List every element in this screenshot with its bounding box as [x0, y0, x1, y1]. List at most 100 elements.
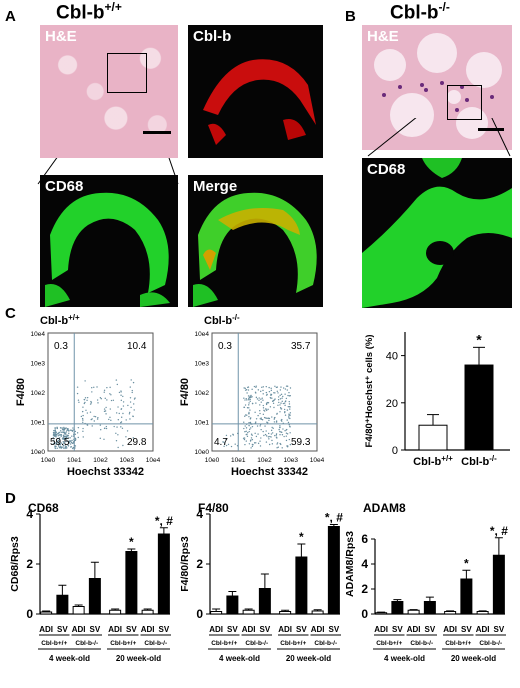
flow-event-dot [260, 401, 262, 403]
flow-event-dot [247, 431, 249, 434]
flow-event-dot [279, 426, 281, 429]
flow-event-dot [91, 387, 93, 389]
bar [327, 526, 340, 615]
flow-event-dot [248, 443, 251, 445]
flow-event-dot [284, 430, 286, 432]
flow-event-dot [275, 436, 278, 438]
flow-event-dot [62, 445, 65, 447]
flow-event-dot [262, 413, 265, 416]
flow-event-dot [286, 389, 288, 391]
flow-event-dot [265, 441, 268, 443]
tissue-label: SV [461, 625, 472, 634]
tissue-label: SV [296, 625, 307, 634]
flow-event-dot [57, 444, 60, 446]
flow-event-dot [131, 389, 133, 392]
flow-y-tick-label: 10e0 [31, 449, 46, 456]
tissue-label: SV [392, 625, 403, 634]
y-tick-label: 2 [361, 582, 368, 596]
flow-event-dot [248, 402, 250, 404]
flow-event-dot [264, 410, 266, 412]
significance-mark: * [299, 530, 304, 544]
flow-event-dot [260, 390, 262, 393]
flow-event-dot [255, 442, 257, 444]
flow-event-dot [279, 394, 281, 397]
flow-event-dot [253, 385, 256, 388]
flow-event-dot [56, 447, 58, 450]
flow-event-dot [129, 418, 131, 420]
flow-event-dot [64, 446, 67, 449]
flow-event-dot [223, 445, 225, 448]
flow-event-dot [90, 418, 92, 421]
flow-event-dot [283, 402, 286, 404]
flow-event-dot [73, 446, 75, 449]
tissue-label: ADI [141, 625, 155, 634]
bar [72, 606, 85, 615]
bar [391, 601, 404, 615]
flow-event-dot [270, 389, 273, 392]
flow-event-dot [270, 433, 273, 435]
flow-event-dot [74, 447, 76, 449]
flow-event-dot [96, 386, 98, 388]
genotype-label: Cbl-b+/+ [280, 640, 306, 647]
flow-event-dot [262, 393, 264, 395]
flow-event-dot [277, 404, 279, 406]
flow-event-dot [120, 390, 122, 392]
flow-event-dot [254, 432, 256, 434]
flow-event-dot [248, 416, 250, 418]
flow-event-dot [126, 430, 129, 432]
flow-event-dot [116, 383, 119, 386]
y-tick-label: 0 [392, 445, 398, 457]
flow-event-dot [121, 427, 124, 430]
flow-event-dot [282, 402, 285, 405]
flow-event-dot [243, 427, 245, 430]
category-label-sup: -/- [489, 454, 497, 463]
flow-event-dot [270, 436, 272, 438]
flow-event-dot [125, 419, 127, 421]
flow-event-dot [103, 408, 106, 410]
flow-event-dot [120, 421, 123, 423]
flow-event-dot [250, 394, 252, 397]
flow-event-dot [271, 426, 273, 429]
flow-event-dot [132, 415, 134, 417]
flow-event-dot [245, 414, 247, 416]
flow-event-dot [265, 417, 267, 419]
flow-event-dot [71, 447, 74, 450]
flow-event-dot [97, 417, 99, 419]
flow-event-dot [254, 391, 257, 393]
flow-event-dot [286, 385, 289, 387]
flow-event-dot [82, 430, 84, 433]
flow-event-dot [234, 443, 236, 445]
flow-event-dot [270, 387, 272, 390]
flow-event-dot [61, 427, 63, 429]
flow-y-tick-label: 10e1 [31, 420, 46, 427]
flow-event-dot [62, 442, 65, 444]
flow-event-dot [283, 408, 286, 411]
flow-event-dot [61, 431, 64, 433]
flow-event-dot [77, 399, 80, 401]
flow-event-dot [58, 439, 61, 441]
flow-x-axis-label: Hoechst 33342 [231, 466, 308, 478]
quadrant-ll-value: 59.5 [50, 437, 70, 448]
flow-event-dot [276, 442, 279, 444]
flow-event-dot [265, 435, 268, 437]
flow-event-dot [59, 444, 62, 446]
flow-event-dot [280, 386, 282, 388]
bar [407, 609, 420, 615]
y-tick-label: 6 [361, 532, 368, 546]
flow-event-dot [271, 432, 274, 434]
flow-event-dot [288, 424, 290, 426]
flow-title-base: Cbl-b [204, 315, 232, 327]
flow-event-dot [54, 435, 57, 437]
flow-event-dot [103, 438, 105, 440]
flow-event-dot [257, 389, 260, 391]
flow-event-dot [66, 429, 68, 432]
flow-event-dot [73, 432, 75, 434]
flow-event-dot [286, 409, 289, 411]
flow-event-dot [268, 390, 271, 393]
flow-event-dot [265, 409, 268, 412]
flow-event-dot [52, 433, 55, 435]
flow-event-dot [273, 392, 275, 394]
flow-event-dot [286, 419, 288, 421]
flow-event-dot [106, 386, 108, 389]
flow-event-dot [289, 412, 292, 414]
